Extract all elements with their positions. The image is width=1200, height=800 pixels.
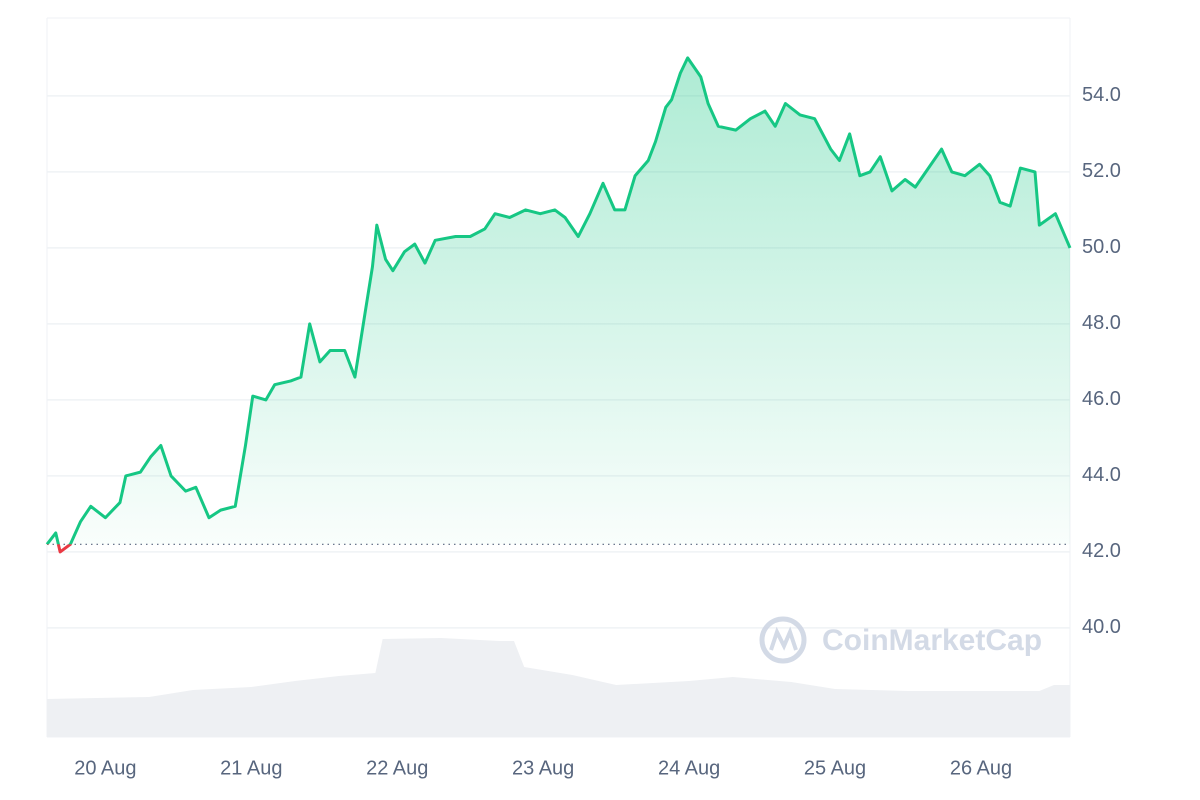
y-tick-label: 54.0 [1082, 84, 1121, 106]
volume-area [47, 638, 1070, 737]
x-tick-label: 26 Aug [950, 757, 1012, 779]
y-tick-label: 46.0 [1082, 388, 1121, 410]
y-tick-label: 48.0 [1082, 312, 1121, 334]
y-tick-label: 40.0 [1082, 616, 1121, 638]
x-tick-label: 20 Aug [74, 757, 136, 779]
x-tick-label: 24 Aug [658, 757, 720, 779]
watermark-text: CoinMarketCap [822, 624, 1042, 657]
price-line [45, 56, 1072, 545]
price-area [47, 57, 1070, 545]
y-tick-label: 50.0 [1082, 236, 1121, 258]
x-tick-label: 21 Aug [220, 757, 282, 779]
x-tick-label: 22 Aug [366, 757, 428, 779]
y-tick-label: 52.0 [1082, 160, 1121, 182]
x-tick-label: 23 Aug [512, 757, 574, 779]
watermark: CoinMarketCap [759, 616, 1042, 664]
x-tick-label: 25 Aug [804, 757, 866, 779]
y-tick-label: 42.0 [1082, 540, 1121, 562]
y-tick-label: 44.0 [1082, 464, 1121, 486]
